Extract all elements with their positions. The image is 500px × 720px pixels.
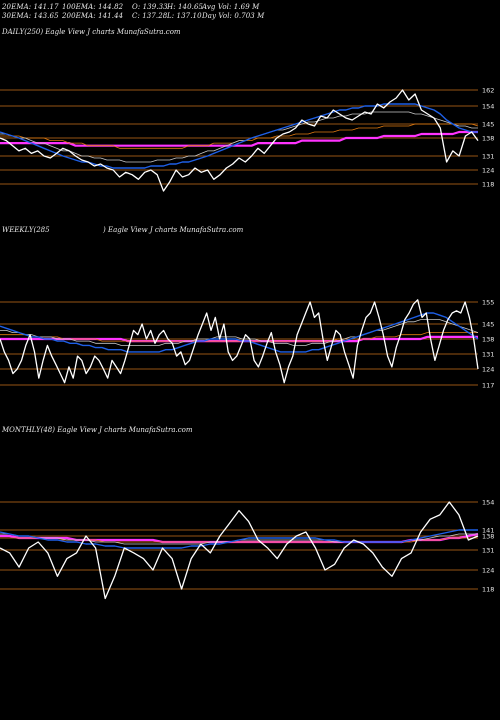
monthly-price-line [0, 501, 479, 600]
monthly-tick-label: 138 [482, 532, 494, 540]
weekly-tick-label: 145 [482, 320, 494, 328]
daily-tick-label: 138 [482, 134, 494, 142]
daily-tick-label: 118 [482, 180, 494, 188]
daily-tick-label: 124 [482, 166, 494, 174]
daily-price-line [0, 89, 479, 192]
daily-ema20-line [0, 103, 478, 169]
header-low: L: 137.10 [167, 12, 202, 20]
monthly-tick-label: 154 [482, 498, 494, 506]
weekly-tick-label: 138 [482, 335, 494, 343]
header-high: H: 140.65 [167, 3, 204, 11]
header-close: C: 137.28 [132, 12, 168, 20]
header-open: O: 139.33 [132, 3, 168, 11]
weekly-ema20-line [0, 312, 479, 353]
weekly-label-right: ) Eagle View J charts MunafaSutra.com [103, 226, 244, 234]
header-avg-vol: Avg Vol: 1.69 M [202, 3, 260, 11]
weekly-tick-label: 131 [482, 350, 494, 358]
header-ema20: 20EMA: 141.17 [2, 3, 59, 11]
daily-tick-label: 145 [482, 120, 494, 128]
weekly-label: WEEKLY(285 [2, 226, 50, 234]
daily-tick-label: 154 [482, 102, 494, 110]
weekly-ema100-line [0, 332, 478, 342]
weekly-tick-label: 124 [482, 365, 494, 373]
daily-tick-label: 162 [482, 86, 494, 94]
monthly-tick-label: 124 [482, 566, 494, 574]
daily-label: DAILY(250) Eagle View J charts MunafaSut… [2, 28, 181, 36]
daily-ema30-line [0, 111, 478, 163]
monthly-tick-label: 141 [482, 526, 494, 534]
header-ema200: 200EMA: 141.44 [62, 12, 124, 20]
weekly-ema30-line [0, 319, 479, 346]
weekly-tick-label: 117 [482, 381, 494, 389]
header-day-vol: Day Vol: 0.703 M [202, 12, 265, 20]
daily-ema200-line [0, 130, 478, 147]
monthly-tick-label: 131 [482, 546, 494, 554]
weekly-tick-label: 155 [482, 298, 494, 306]
monthly-tick-label: 118 [482, 585, 494, 593]
header-ema100: 100EMA: 144.82 [62, 3, 124, 11]
weekly-price-line [0, 299, 479, 384]
monthly-label: MONTHLY(48) Eagle View J charts MunafaSu… [2, 426, 193, 434]
monthly-ema20-line [0, 529, 478, 549]
header-ema30: 30EMA: 143.65 [2, 12, 59, 20]
daily-tick-label: 131 [482, 152, 494, 160]
